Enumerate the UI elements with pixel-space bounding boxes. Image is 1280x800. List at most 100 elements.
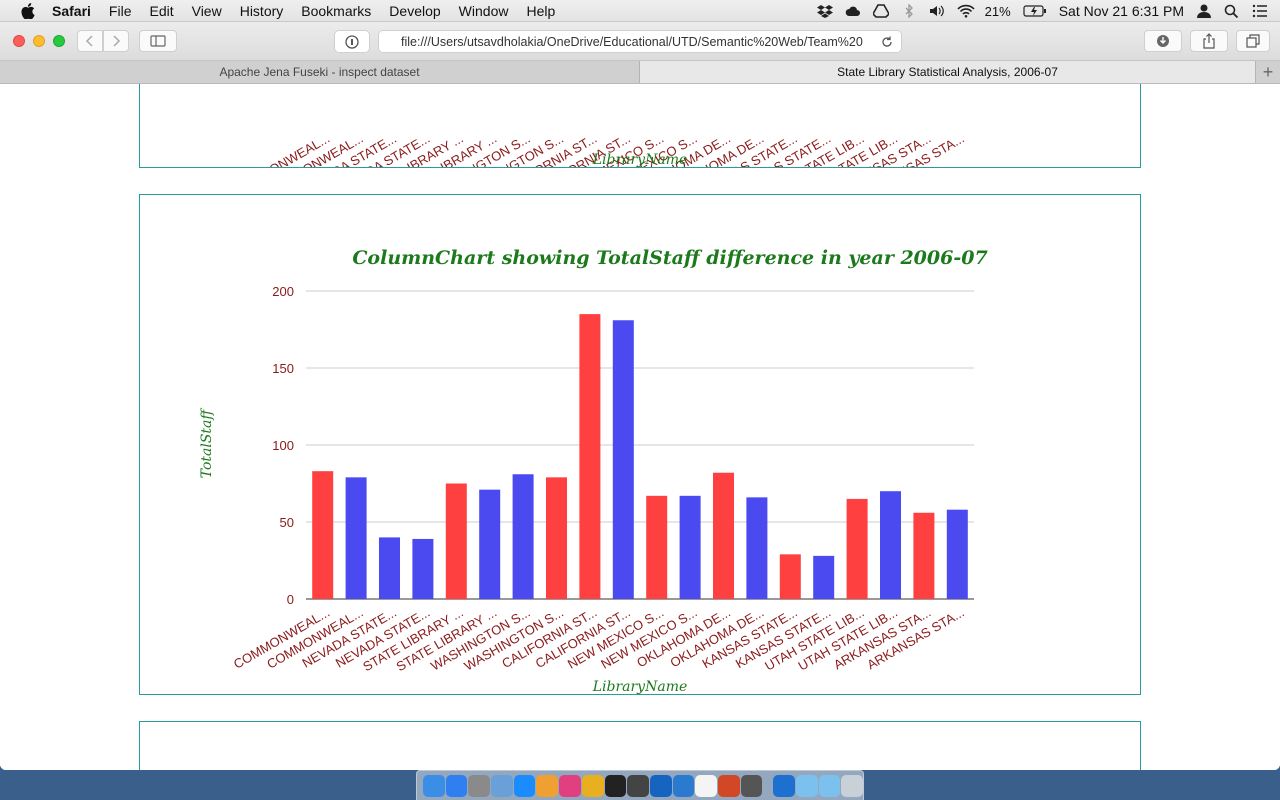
url-text[interactable]: file:///Users/utsavdholakia/OneDrive/Edu… bbox=[401, 34, 863, 49]
browser-window: file:///Users/utsavdholakia/OneDrive/Edu… bbox=[0, 22, 1280, 770]
sidebar-icon bbox=[150, 35, 166, 47]
x-axis-title-previous: LibraryName bbox=[592, 152, 688, 167]
battery-percent[interactable]: 21% bbox=[984, 3, 1011, 19]
menu-clock[interactable]: Sat Nov 21 6:31 PM bbox=[1058, 3, 1184, 19]
bar-6[interactable] bbox=[479, 489, 501, 599]
folder-icon[interactable] bbox=[796, 774, 818, 797]
onepassword-icon[interactable] bbox=[773, 774, 795, 797]
bar-18[interactable] bbox=[880, 491, 901, 599]
tab-label: Apache Jena Fuseki - inspect dataset bbox=[219, 65, 420, 79]
bar-17[interactable] bbox=[846, 498, 868, 599]
bar-4[interactable] bbox=[412, 538, 434, 599]
back-button[interactable] bbox=[77, 30, 103, 52]
address-bar[interactable]: file:///Users/utsavdholakia/OneDrive/Edu… bbox=[378, 30, 902, 53]
chevron-right-icon bbox=[113, 35, 121, 47]
tab-fuseki[interactable]: Apache Jena Fuseki - inspect dataset bbox=[0, 61, 640, 83]
forward-button[interactable] bbox=[103, 30, 129, 52]
dock bbox=[416, 770, 864, 800]
preview-icon[interactable] bbox=[491, 774, 513, 797]
bar-7[interactable] bbox=[512, 474, 534, 599]
close-window-icon[interactable] bbox=[13, 35, 25, 47]
spotlight-search-icon[interactable] bbox=[1224, 4, 1240, 19]
bar-5[interactable] bbox=[445, 483, 467, 600]
new-tab-button[interactable]: + bbox=[1262, 61, 1274, 82]
browser-icon[interactable] bbox=[672, 774, 695, 797]
bar-16[interactable] bbox=[813, 555, 835, 599]
safari-icon[interactable] bbox=[513, 774, 536, 797]
x-axis-title: LibraryName bbox=[592, 679, 688, 694]
chart-panel-totalstaff: ColumnChart showing TotalStaff differenc… bbox=[139, 194, 1141, 695]
sublime-icon[interactable] bbox=[627, 774, 649, 797]
share-button[interactable] bbox=[1190, 30, 1228, 52]
bar-15[interactable] bbox=[779, 554, 801, 599]
chart-panel-previous: COMMONWEAL... COMMONWEAL... NEVADA STATE..… bbox=[139, 84, 1141, 168]
app-store-icon[interactable] bbox=[445, 774, 468, 797]
photos-icon[interactable] bbox=[536, 774, 559, 797]
bar-8[interactable] bbox=[546, 477, 567, 599]
menu-app-name[interactable]: Safari bbox=[52, 2, 91, 19]
chrome-icon[interactable] bbox=[581, 774, 604, 797]
download-icon bbox=[1157, 35, 1169, 47]
y-tick-label: 0 bbox=[287, 592, 294, 607]
y-tick-label: 100 bbox=[272, 438, 294, 453]
show-tabs-button[interactable] bbox=[1236, 30, 1270, 52]
page-content: COMMONWEAL... COMMONWEAL... NEVADA STATE..… bbox=[0, 84, 1280, 770]
y-tick-label: 50 bbox=[280, 515, 294, 530]
user-icon[interactable] bbox=[1196, 4, 1212, 18]
bar-3[interactable] bbox=[379, 537, 400, 599]
menu-bookmarks[interactable]: Bookmarks bbox=[301, 2, 372, 19]
menu-help[interactable]: Help bbox=[526, 2, 556, 19]
y-tick-label: 200 bbox=[272, 284, 294, 299]
volume-icon[interactable] bbox=[929, 4, 945, 18]
powerpoint-icon[interactable] bbox=[717, 774, 740, 797]
y-axis-title: TotalStaff bbox=[199, 408, 215, 479]
terminal-icon[interactable] bbox=[604, 774, 627, 797]
sidebar-toggle-button[interactable] bbox=[139, 30, 177, 52]
bar-2[interactable] bbox=[345, 477, 367, 599]
notification-center-icon[interactable] bbox=[1252, 4, 1268, 18]
battery-charging-icon[interactable] bbox=[1023, 4, 1047, 18]
finder-icon[interactable] bbox=[423, 774, 445, 797]
trash-icon[interactable] bbox=[841, 774, 864, 797]
menu-develop[interactable]: Develop bbox=[389, 2, 441, 19]
wifi-icon[interactable] bbox=[957, 4, 975, 18]
bar-10[interactable] bbox=[612, 320, 634, 599]
dvd-icon[interactable] bbox=[740, 774, 763, 797]
bar-13[interactable] bbox=[713, 472, 734, 599]
bar-20[interactable] bbox=[946, 509, 968, 599]
browser-toolbar: file:///Users/utsavdholakia/OneDrive/Edu… bbox=[0, 22, 1280, 61]
share-icon bbox=[1203, 33, 1215, 49]
apple-menu-icon[interactable] bbox=[18, 2, 38, 19]
bluetooth-icon[interactable] bbox=[901, 3, 917, 19]
notes-icon[interactable] bbox=[695, 774, 717, 797]
y-tick-label: 150 bbox=[272, 361, 294, 376]
menu-window[interactable]: Window bbox=[458, 2, 509, 19]
google-drive-icon[interactable] bbox=[871, 4, 890, 18]
cloud-icon[interactable] bbox=[845, 4, 861, 18]
bar-11[interactable] bbox=[646, 495, 668, 599]
tabs-overview-icon bbox=[1246, 34, 1260, 48]
info-icon bbox=[345, 34, 359, 49]
bar-14[interactable] bbox=[746, 497, 768, 599]
reload-icon[interactable] bbox=[881, 36, 893, 48]
bar-9[interactable] bbox=[579, 314, 601, 599]
menu-view[interactable]: View bbox=[191, 2, 222, 19]
folder-icon[interactable] bbox=[818, 774, 841, 797]
bar-19[interactable] bbox=[913, 512, 935, 599]
menu-history[interactable]: History bbox=[239, 2, 284, 19]
tab-state-library[interactable]: State Library Statistical Analysis, 2006… bbox=[640, 61, 1256, 83]
itunes-icon[interactable] bbox=[559, 774, 581, 797]
outlook-icon[interactable] bbox=[649, 774, 672, 797]
bar-1[interactable] bbox=[312, 471, 334, 599]
menu-file[interactable]: File bbox=[108, 2, 132, 19]
chart-title: ColumnChart showing TotalStaff differenc… bbox=[352, 247, 987, 269]
site-info-button[interactable] bbox=[334, 30, 370, 53]
bar-12[interactable] bbox=[679, 495, 701, 599]
downloads-button[interactable] bbox=[1144, 30, 1182, 52]
menu-edit[interactable]: Edit bbox=[149, 2, 174, 19]
minimize-window-icon[interactable] bbox=[33, 35, 45, 47]
previous-chart: COMMONWEAL...COMMONWEAL...NEVADA STATE..… bbox=[231, 131, 967, 167]
zoom-window-icon[interactable] bbox=[53, 35, 65, 47]
dropbox-icon[interactable] bbox=[816, 4, 833, 18]
system-preferences-icon[interactable] bbox=[468, 774, 491, 797]
